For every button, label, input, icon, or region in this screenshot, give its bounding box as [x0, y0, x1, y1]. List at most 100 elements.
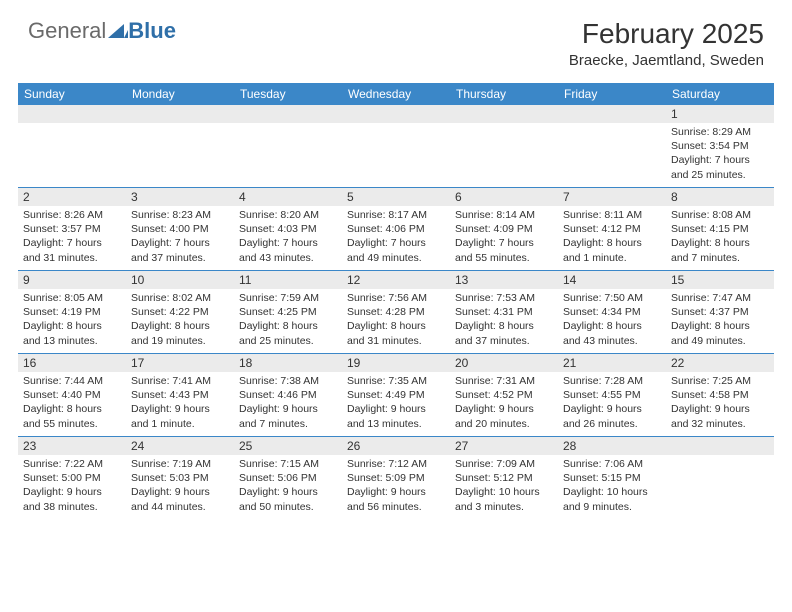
daylight-text: Daylight: 9 hours and 38 minutes.: [23, 485, 121, 513]
sunrise-text: Sunrise: 7:53 AM: [455, 291, 553, 305]
day-cell: 2Sunrise: 8:26 AMSunset: 3:57 PMDaylight…: [18, 188, 126, 270]
daylight-text: Daylight: 7 hours and 37 minutes.: [131, 236, 229, 264]
day-cell: 1Sunrise: 8:29 AMSunset: 3:54 PMDaylight…: [666, 105, 774, 187]
day-number: 13: [450, 271, 558, 289]
daylight-text: Daylight: 9 hours and 44 minutes.: [131, 485, 229, 513]
day-cell: 7Sunrise: 8:11 AMSunset: 4:12 PMDaylight…: [558, 188, 666, 270]
day-body: Sunrise: 7:28 AMSunset: 4:55 PMDaylight:…: [558, 372, 666, 435]
sunrise-text: Sunrise: 7:47 AM: [671, 291, 769, 305]
daylight-text: Daylight: 7 hours and 31 minutes.: [23, 236, 121, 264]
day-cell: [558, 105, 666, 187]
sunrise-text: Sunrise: 7:44 AM: [23, 374, 121, 388]
day-body: Sunrise: 7:15 AMSunset: 5:06 PMDaylight:…: [234, 455, 342, 518]
sail-icon: [108, 18, 128, 32]
sunset-text: Sunset: 4:03 PM: [239, 222, 337, 236]
day-body: Sunrise: 7:56 AMSunset: 4:28 PMDaylight:…: [342, 289, 450, 352]
sunset-text: Sunset: 5:06 PM: [239, 471, 337, 485]
day-number: [126, 105, 234, 123]
day-cell: 6Sunrise: 8:14 AMSunset: 4:09 PMDaylight…: [450, 188, 558, 270]
day-cell: 25Sunrise: 7:15 AMSunset: 5:06 PMDayligh…: [234, 437, 342, 519]
daylight-text: Daylight: 9 hours and 50 minutes.: [239, 485, 337, 513]
sunset-text: Sunset: 4:12 PM: [563, 222, 661, 236]
day-header: Saturday: [666, 83, 774, 105]
day-number: 25: [234, 437, 342, 455]
day-body: Sunrise: 7:53 AMSunset: 4:31 PMDaylight:…: [450, 289, 558, 352]
day-header: Tuesday: [234, 83, 342, 105]
sunset-text: Sunset: 4:46 PM: [239, 388, 337, 402]
day-body: Sunrise: 8:26 AMSunset: 3:57 PMDaylight:…: [18, 206, 126, 269]
day-cell: 19Sunrise: 7:35 AMSunset: 4:49 PMDayligh…: [342, 354, 450, 436]
sunrise-text: Sunrise: 7:25 AM: [671, 374, 769, 388]
day-number: 19: [342, 354, 450, 372]
day-body: Sunrise: 7:59 AMSunset: 4:25 PMDaylight:…: [234, 289, 342, 352]
sunset-text: Sunset: 4:37 PM: [671, 305, 769, 319]
sunset-text: Sunset: 3:57 PM: [23, 222, 121, 236]
daylight-text: Daylight: 7 hours and 43 minutes.: [239, 236, 337, 264]
daylight-text: Daylight: 9 hours and 1 minute.: [131, 402, 229, 430]
daylight-text: Daylight: 8 hours and 7 minutes.: [671, 236, 769, 264]
day-cell: 20Sunrise: 7:31 AMSunset: 4:52 PMDayligh…: [450, 354, 558, 436]
day-number: 18: [234, 354, 342, 372]
daylight-text: Daylight: 8 hours and 13 minutes.: [23, 319, 121, 347]
day-header: Sunday: [18, 83, 126, 105]
sunrise-text: Sunrise: 7:28 AM: [563, 374, 661, 388]
day-header: Wednesday: [342, 83, 450, 105]
day-body: Sunrise: 8:11 AMSunset: 4:12 PMDaylight:…: [558, 206, 666, 269]
logo: General Blue: [28, 18, 176, 44]
day-header: Monday: [126, 83, 234, 105]
daylight-text: Daylight: 8 hours and 49 minutes.: [671, 319, 769, 347]
day-number: 22: [666, 354, 774, 372]
sunset-text: Sunset: 4:00 PM: [131, 222, 229, 236]
day-body: [18, 123, 126, 129]
daylight-text: Daylight: 9 hours and 13 minutes.: [347, 402, 445, 430]
day-body: [450, 123, 558, 129]
sunset-text: Sunset: 4:28 PM: [347, 305, 445, 319]
day-header-row: SundayMondayTuesdayWednesdayThursdayFrid…: [18, 83, 774, 105]
sunrise-text: Sunrise: 8:17 AM: [347, 208, 445, 222]
day-number: 16: [18, 354, 126, 372]
day-cell: 22Sunrise: 7:25 AMSunset: 4:58 PMDayligh…: [666, 354, 774, 436]
daylight-text: Daylight: 7 hours and 55 minutes.: [455, 236, 553, 264]
logo-text-2: Blue: [128, 18, 176, 44]
day-number: 6: [450, 188, 558, 206]
sunset-text: Sunset: 5:12 PM: [455, 471, 553, 485]
day-cell: 17Sunrise: 7:41 AMSunset: 4:43 PMDayligh…: [126, 354, 234, 436]
sunset-text: Sunset: 5:15 PM: [563, 471, 661, 485]
day-cell: 28Sunrise: 7:06 AMSunset: 5:15 PMDayligh…: [558, 437, 666, 519]
daylight-text: Daylight: 10 hours and 3 minutes.: [455, 485, 553, 513]
sunrise-text: Sunrise: 7:19 AM: [131, 457, 229, 471]
daylight-text: Daylight: 10 hours and 9 minutes.: [563, 485, 661, 513]
day-body: Sunrise: 7:50 AMSunset: 4:34 PMDaylight:…: [558, 289, 666, 352]
sunset-text: Sunset: 4:06 PM: [347, 222, 445, 236]
day-number: 23: [18, 437, 126, 455]
daylight-text: Daylight: 8 hours and 37 minutes.: [455, 319, 553, 347]
day-number: 10: [126, 271, 234, 289]
day-body: Sunrise: 7:19 AMSunset: 5:03 PMDaylight:…: [126, 455, 234, 518]
day-cell: 11Sunrise: 7:59 AMSunset: 4:25 PMDayligh…: [234, 271, 342, 353]
week-row: 2Sunrise: 8:26 AMSunset: 3:57 PMDaylight…: [18, 187, 774, 270]
day-body: Sunrise: 8:08 AMSunset: 4:15 PMDaylight:…: [666, 206, 774, 269]
day-body: Sunrise: 7:47 AMSunset: 4:37 PMDaylight:…: [666, 289, 774, 352]
day-cell: 5Sunrise: 8:17 AMSunset: 4:06 PMDaylight…: [342, 188, 450, 270]
logo-text-1: General: [28, 18, 106, 44]
day-body: Sunrise: 7:41 AMSunset: 4:43 PMDaylight:…: [126, 372, 234, 435]
day-body: Sunrise: 8:29 AMSunset: 3:54 PMDaylight:…: [666, 123, 774, 186]
daylight-text: Daylight: 8 hours and 31 minutes.: [347, 319, 445, 347]
day-cell: 13Sunrise: 7:53 AMSunset: 4:31 PMDayligh…: [450, 271, 558, 353]
day-cell: 24Sunrise: 7:19 AMSunset: 5:03 PMDayligh…: [126, 437, 234, 519]
week-row: 16Sunrise: 7:44 AMSunset: 4:40 PMDayligh…: [18, 353, 774, 436]
daylight-text: Daylight: 8 hours and 1 minute.: [563, 236, 661, 264]
sunrise-text: Sunrise: 8:08 AM: [671, 208, 769, 222]
sunset-text: Sunset: 4:43 PM: [131, 388, 229, 402]
day-number: 28: [558, 437, 666, 455]
day-number: 7: [558, 188, 666, 206]
day-body: Sunrise: 7:12 AMSunset: 5:09 PMDaylight:…: [342, 455, 450, 518]
sunset-text: Sunset: 4:52 PM: [455, 388, 553, 402]
day-body: [126, 123, 234, 129]
sunset-text: Sunset: 4:55 PM: [563, 388, 661, 402]
day-body: Sunrise: 7:44 AMSunset: 4:40 PMDaylight:…: [18, 372, 126, 435]
sunrise-text: Sunrise: 8:26 AM: [23, 208, 121, 222]
sunset-text: Sunset: 4:58 PM: [671, 388, 769, 402]
location: Braecke, Jaemtland, Sweden: [569, 52, 764, 69]
sunrise-text: Sunrise: 7:31 AM: [455, 374, 553, 388]
